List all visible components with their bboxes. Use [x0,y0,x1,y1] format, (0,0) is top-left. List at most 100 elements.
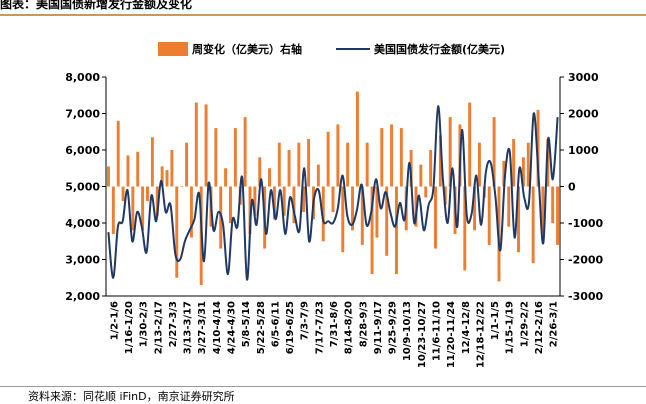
bar [214,128,218,187]
x-tick-label: 9/11-9/17 [373,301,384,354]
right-tick-label: 2000 [568,108,599,121]
x-tick-label: 10/23-10/27 [417,301,428,368]
x-tick-label: 10/9-10/13 [402,301,413,361]
bar [126,155,130,187]
bar [394,186,398,275]
bar [268,168,272,187]
x-tick-label: 12/18-12/22 [475,301,486,368]
bar [277,142,281,187]
bar [419,164,423,187]
x-tick-label: 12/4-12/8 [461,301,472,354]
bar [185,142,189,187]
bar [141,186,145,231]
bar [551,186,555,223]
x-axis-ticks: 1/2-1/6 1/16-1/20 1/30-2/3 2/13-2/17 2/27-3/… [109,301,559,368]
x-tick-label: 7/17-7/23 [314,301,325,354]
left-tick-label: 6,000 [65,144,100,157]
bar [131,186,135,231]
bar [351,186,354,231]
bar [385,186,389,256]
bar [556,186,560,245]
bar [448,117,452,187]
bar [531,186,535,264]
right-tick-label: 3000 [568,71,599,84]
bar [116,120,120,187]
bar [136,151,140,187]
right-tick-label: -2000 [568,254,604,267]
x-tick-label: 8/28-9/3 [358,301,369,347]
right-axis-ticks: -3000 -2000 -1000 0 1000 2000 3000 [560,71,604,303]
bar [360,186,364,245]
bar [282,186,286,216]
bar [375,186,379,238]
x-tick-label: 6/19-6/25 [285,301,296,354]
bar [233,128,237,187]
figure-title: 图表：美国国债新增发行金额及变化 [0,0,193,11]
bar [326,131,330,187]
bar [526,142,530,187]
bar [243,117,247,187]
bar [331,186,335,213]
bar [341,186,345,253]
x-tick-label: 1/16-1/20 [124,301,135,354]
bar [443,186,447,205]
bar [146,186,149,202]
bar [336,124,340,187]
bar [155,186,159,216]
bar [180,186,184,187]
bar [424,186,428,198]
bottom-rule [0,386,646,387]
bar [477,142,481,187]
bar [297,142,301,187]
left-axis-ticks: 2,000 3,000 4,000 5,000 6,000 7,000 8,000 [65,71,106,303]
right-tick-label: -1000 [568,217,604,230]
bar [414,186,418,227]
x-tick-label: 11/6-11/10 [432,301,443,361]
bar [438,135,442,187]
x-tick-label: 2/26-3/1 [549,301,560,347]
bar [307,139,311,187]
x-tick-label: 6/5-6/11 [270,301,281,347]
x-tick-label: 2/13-2/17 [153,301,164,354]
bar [287,150,291,187]
bar [204,104,208,187]
bar [160,166,164,187]
bar [517,186,520,253]
x-tick-label: 8/14-8/20 [344,301,355,354]
bar [541,186,545,234]
bar [380,128,384,187]
bar [463,186,467,271]
bar [492,117,496,187]
bar [468,102,472,187]
bar [292,186,296,223]
bar [487,186,491,245]
x-tick-label: 11/20-11/24 [446,301,457,368]
x-tick-label: 7/31-8/6 [329,301,340,347]
bar [502,160,506,187]
x-tick-label: 5/22-5/28 [256,301,267,354]
legend-bar-label: 周变化（亿美元）右轴 [192,42,302,56]
bar [272,186,276,220]
x-tick-label: 1/30-2/3 [139,301,150,347]
right-tick-label: -3000 [568,290,604,303]
bar [355,91,359,187]
left-tick-label: 7,000 [65,108,100,121]
bar [194,102,198,187]
left-tick-label: 5,000 [65,181,100,194]
x-tick-label: 7/3-7/9 [300,301,311,340]
x-tick-label: 4/10-4/14 [212,301,223,354]
left-tick-label: 2,000 [65,290,100,303]
bar [106,166,110,187]
bar [302,186,306,213]
issuance-line [107,105,559,281]
bar [507,186,511,227]
left-tick-label: 4,000 [65,217,100,230]
bar [390,124,394,187]
bar [248,186,252,234]
bar [546,139,550,187]
x-tick-label: 5/8-5/14 [241,301,252,347]
top-rule [0,14,646,16]
bar [121,186,125,202]
left-tick-label: 3,000 [65,254,100,267]
